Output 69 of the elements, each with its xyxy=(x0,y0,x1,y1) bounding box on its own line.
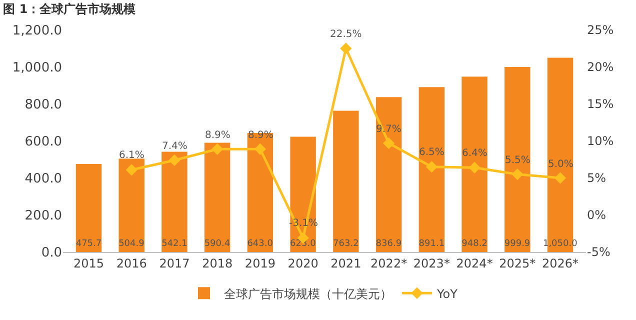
bar xyxy=(333,110,359,252)
y-tick-label: 1,200.0 xyxy=(12,24,62,39)
y-tick-label: 1,000.0 xyxy=(12,60,62,76)
x-tick-label: 2018 xyxy=(202,256,233,270)
y-tick-label: 0.0 xyxy=(41,246,62,261)
bar xyxy=(162,152,188,252)
x-tick-label: 2025* xyxy=(499,256,536,270)
point xyxy=(126,164,138,176)
data-label: 891.1 xyxy=(418,239,445,249)
point xyxy=(382,137,395,150)
bar xyxy=(118,158,144,252)
bar xyxy=(204,142,230,252)
y-tick-label: 200.0 xyxy=(24,208,62,224)
point xyxy=(554,172,566,184)
bar xyxy=(504,67,530,252)
bar xyxy=(462,76,488,252)
data-label: 999.9 xyxy=(504,239,530,249)
x-tick-label: 2019 xyxy=(244,256,276,270)
x-tick-label: 2016 xyxy=(116,256,147,270)
bar xyxy=(376,97,402,252)
x-tick-label: 2022* xyxy=(370,256,408,270)
point xyxy=(512,168,524,180)
legend-label: YoY xyxy=(436,286,458,301)
y-tick-label: 600.0 xyxy=(24,134,62,150)
point xyxy=(468,162,480,174)
data-label: 836.9 xyxy=(376,239,402,249)
y2-tick-label: 15% xyxy=(587,97,614,112)
point xyxy=(254,143,266,155)
x-tick-label: 2015 xyxy=(73,256,104,270)
data-label: 8.9% xyxy=(205,130,230,141)
data-label: 8.9% xyxy=(248,130,274,141)
y-tick-label: 800.0 xyxy=(24,98,62,113)
y2-tick-label: -5% xyxy=(587,245,610,260)
bar xyxy=(418,87,445,252)
x-tick-label: 2024* xyxy=(456,256,493,270)
x-tick-label: 2021 xyxy=(330,256,362,270)
data-label: 6.4% xyxy=(462,148,488,159)
x-tick-label: 2017 xyxy=(159,256,190,270)
data-label: 643.0 xyxy=(247,239,274,249)
data-label: 948.2 xyxy=(462,239,488,249)
data-label: 22.5% xyxy=(330,29,362,40)
y2-tick-label: 25% xyxy=(587,23,614,38)
point xyxy=(211,143,224,155)
y2-tick-label: 10% xyxy=(587,134,614,148)
y-tick-label: 400.0 xyxy=(24,172,62,187)
data-label: 763.2 xyxy=(333,239,359,249)
bar xyxy=(76,164,102,252)
data-label: 475.7 xyxy=(76,239,102,249)
data-label: 9.7% xyxy=(376,124,402,135)
x-tick-label: 2026* xyxy=(542,256,579,270)
legend-label: 全球广告市场规模（十亿美元） xyxy=(224,286,392,301)
data-label: 504.9 xyxy=(118,239,145,249)
point xyxy=(168,154,180,166)
data-label: 590.4 xyxy=(204,239,230,249)
point xyxy=(340,42,352,54)
data-label: 6.1% xyxy=(119,150,144,161)
bar xyxy=(290,136,316,252)
data-label: 5.0% xyxy=(548,159,574,170)
y2-tick-label: 0% xyxy=(587,208,606,222)
data-label: 542.1 xyxy=(162,239,188,249)
chart-title: 图 1：全球广告市场规模 xyxy=(3,2,136,16)
data-label: 5.5% xyxy=(505,155,530,166)
data-label: 6.5% xyxy=(419,147,444,158)
x-tick-label: 2020 xyxy=(288,256,318,270)
x-tick-label: 2023* xyxy=(413,256,450,270)
point xyxy=(426,161,438,173)
data-label: 7.4% xyxy=(162,141,188,152)
y2-tick-label: 5% xyxy=(587,171,606,186)
y2-tick-label: 20% xyxy=(587,60,614,74)
